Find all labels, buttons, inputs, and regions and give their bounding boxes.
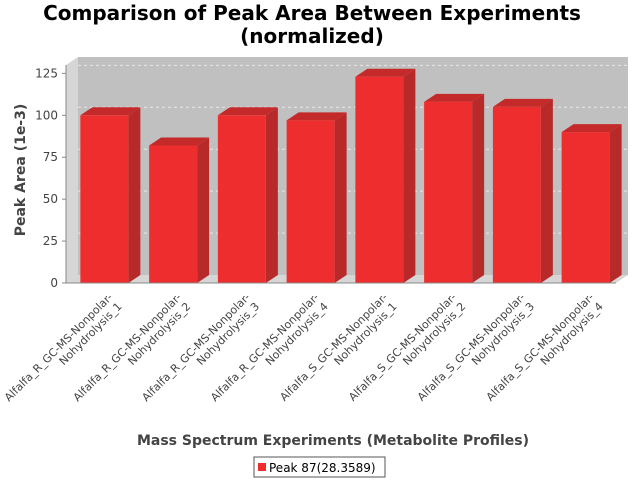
bar — [492, 98, 553, 283]
x-category-label-line: Alfalfa_R_GC-MS-Nonpolar- — [2, 291, 115, 404]
bar-front — [80, 115, 129, 283]
bar-top — [561, 124, 622, 133]
bar — [80, 107, 141, 283]
bar-front — [149, 145, 198, 283]
bar-top — [149, 137, 210, 146]
legend-swatch — [258, 463, 266, 471]
legend-label: Peak 87(28.3589) — [269, 461, 376, 475]
x-category-label-line: Alfalfa_R_GC-MS-Nonpolar- — [139, 291, 252, 404]
bar-front — [561, 132, 610, 283]
bar-side — [265, 107, 278, 283]
bar-front — [286, 120, 335, 283]
y-axis-title: Peak Area (1e-3) — [13, 104, 29, 237]
bar-top — [492, 98, 553, 107]
legend: Peak 87(28.3589) — [253, 456, 386, 478]
bar-side — [609, 124, 622, 283]
bars — [80, 68, 622, 284]
bar — [217, 107, 278, 283]
bar — [149, 137, 210, 283]
bar-top — [217, 107, 278, 116]
bar-top — [286, 112, 347, 121]
bar — [355, 68, 416, 283]
plot-left-wall — [66, 57, 78, 283]
legend-box — [253, 456, 386, 478]
bar-side — [472, 93, 485, 284]
y-tick-labels: 0 25 50 75 100 125 — [35, 66, 66, 290]
x-category-label: Alfalfa_R_GC-MS-Nonpolar-Nohydrolysis_1 — [2, 291, 125, 404]
bar — [561, 124, 622, 283]
x-category-label-line: Alfalfa_R_GC-MS-Nonpolar- — [71, 291, 184, 404]
x-category-labels: Alfalfa_R_GC-MS-Nonpolar-Nohydrolysis_1A… — [2, 291, 606, 404]
bar-front — [424, 101, 473, 284]
bar-front — [355, 76, 404, 283]
bar-front — [217, 115, 266, 283]
bar-top — [355, 68, 416, 77]
y-tick-label: 125 — [35, 66, 58, 80]
bar — [424, 93, 485, 284]
bar-side — [128, 107, 141, 283]
bar-side — [540, 98, 553, 283]
chart-title-line1: Comparison of Peak Area Between Experime… — [43, 1, 581, 25]
plot-floor — [66, 275, 628, 283]
bar-side — [334, 112, 347, 283]
bar-top — [424, 93, 485, 102]
y-tick-label: 0 — [50, 276, 58, 290]
bar-side — [403, 68, 416, 283]
y-tick-label: 75 — [43, 150, 58, 164]
x-axis-title: Mass Spectrum Experiments (Metabolite Pr… — [137, 433, 529, 449]
bar — [286, 112, 347, 283]
bar-side — [197, 137, 210, 283]
y-tick-label: 25 — [43, 234, 58, 248]
y-tick-label: 100 — [35, 108, 58, 122]
y-tick-label: 50 — [43, 192, 58, 206]
axes — [65, 65, 616, 284]
bar-top — [80, 107, 141, 116]
bar-front — [492, 106, 541, 283]
chart-title-line2: (normalized) — [240, 24, 384, 48]
x-category-label-line: Alfalfa_R_GC-MS-Nonpolar- — [208, 291, 321, 404]
